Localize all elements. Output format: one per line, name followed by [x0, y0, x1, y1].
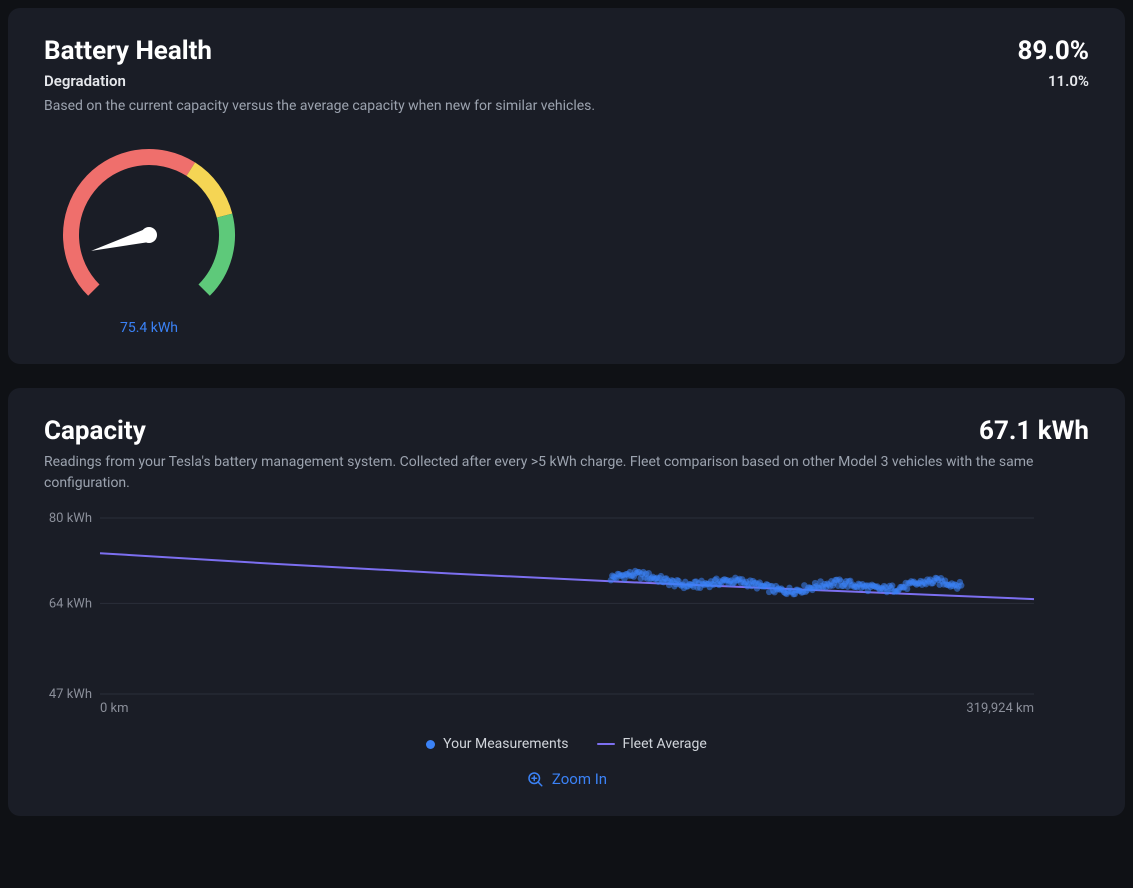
battery-health-header: Battery Health 89.0%: [44, 36, 1089, 66]
capacity-header: Capacity 67.1 kWh: [44, 416, 1089, 446]
battery-health-description: Based on the current capacity versus the…: [44, 96, 1089, 117]
zoom-in-button[interactable]: Zoom In: [44, 770, 1089, 788]
gauge-capacity-label: 75.4 kWh: [44, 320, 254, 336]
legend-your-measurements: Your Measurements: [426, 736, 568, 752]
health-gauge: [49, 137, 249, 312]
capacity-value: 67.1 kWh: [979, 416, 1089, 446]
legend-fleet-label: Fleet Average: [623, 736, 707, 752]
line-icon: [597, 743, 615, 745]
battery-health-title: Battery Health: [44, 36, 212, 66]
legend-fleet-average: Fleet Average: [597, 736, 707, 752]
chart-legend: Your Measurements Fleet Average: [44, 736, 1089, 752]
degradation-value: 11.0%: [1048, 72, 1089, 90]
battery-health-card: Battery Health 89.0% Degradation 11.0% B…: [8, 8, 1125, 364]
degradation-label: Degradation: [44, 72, 126, 90]
battery-health-value: 89.0%: [1017, 36, 1089, 66]
gauge-container: 75.4 kWh: [44, 137, 254, 336]
degradation-row: Degradation 11.0%: [44, 72, 1089, 90]
capacity-card: Capacity 67.1 kWh Readings from your Tes…: [8, 388, 1125, 816]
svg-text:80 kWh: 80 kWh: [49, 511, 92, 526]
capacity-chart: 80 kWh 64 kWh 47 kWh 0 km 319,924 km: [44, 510, 1044, 720]
svg-text:47 kWh: 47 kWh: [49, 687, 92, 702]
dot-icon: [426, 740, 435, 749]
svg-text:64 kWh: 64 kWh: [49, 596, 92, 611]
zoom-in-label: Zoom In: [552, 770, 607, 788]
capacity-title: Capacity: [44, 416, 146, 446]
svg-text:0 km: 0 km: [100, 701, 129, 716]
capacity-description: Readings from your Tesla's battery manag…: [44, 452, 1089, 494]
capacity-chart-container: 80 kWh 64 kWh 47 kWh 0 km 319,924 km: [44, 510, 1089, 724]
svg-text:319,924 km: 319,924 km: [966, 701, 1034, 716]
legend-your-label: Your Measurements: [443, 736, 568, 752]
zoom-in-icon: [526, 770, 544, 788]
